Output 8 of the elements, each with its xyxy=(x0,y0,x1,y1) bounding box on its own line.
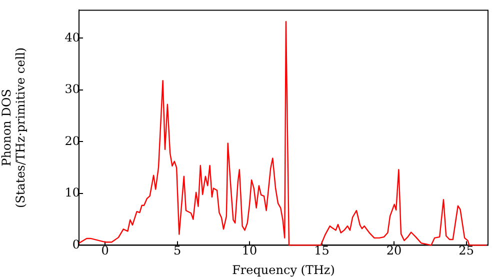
x-tick-label: 25 xyxy=(458,244,474,258)
x-tick-label: 5 xyxy=(173,244,182,258)
y-axis-title: Phonon DOS (States/THz·primitive cell) xyxy=(0,47,28,208)
x-tick-label: 15 xyxy=(314,244,330,258)
x-tick-label: 10 xyxy=(242,244,258,258)
x-tick-label: 20 xyxy=(386,244,402,258)
x-axis-title: Frequency (THz) xyxy=(232,262,335,277)
x-tick-label: 0 xyxy=(101,244,109,258)
